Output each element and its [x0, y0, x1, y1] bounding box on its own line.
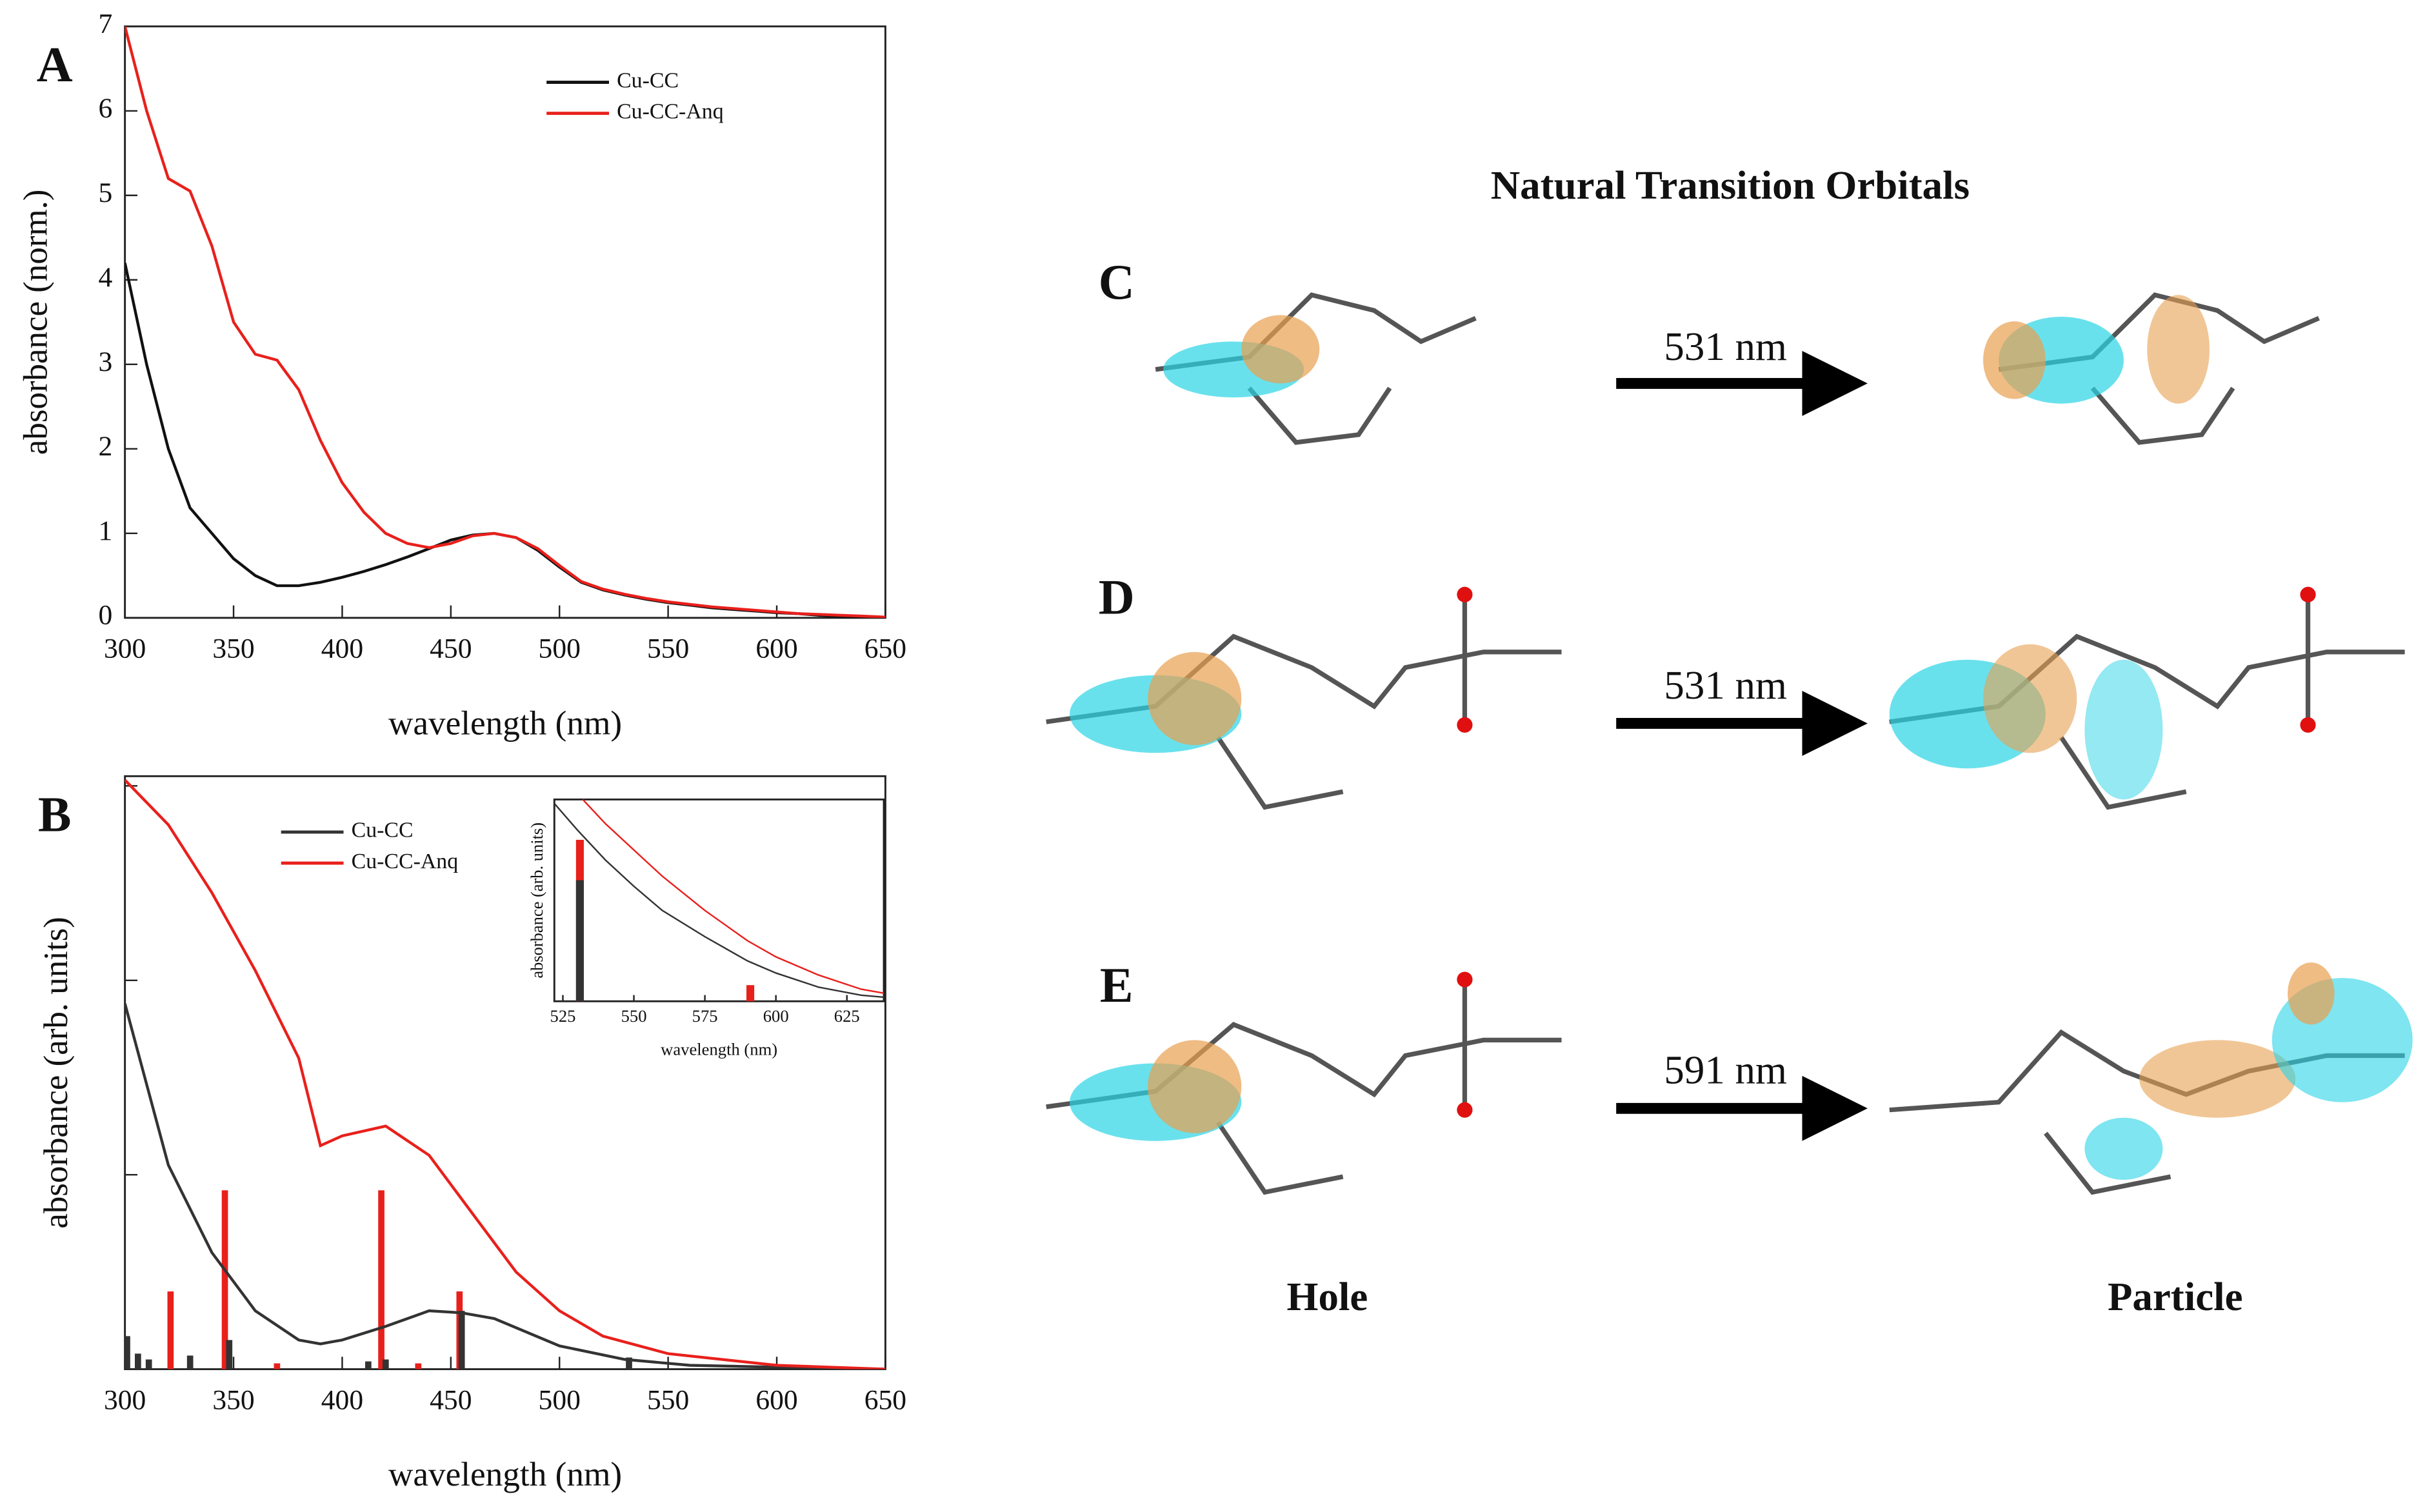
molecule: [1983, 292, 2320, 445]
stick: [145, 1359, 152, 1369]
stick: [274, 1363, 281, 1369]
x-tick-label: 650: [864, 1385, 906, 1416]
y-tick-label: 7: [98, 8, 112, 39]
series-line: [125, 779, 886, 1369]
stick: [221, 1190, 228, 1369]
panel-letter: B: [38, 787, 72, 842]
y-axis-label: absorbance (norm.): [17, 190, 55, 455]
panel-letter: D: [1099, 570, 1135, 625]
x-tick-label: 600: [755, 633, 797, 664]
x-axis-label: wavelength (nm): [388, 1456, 622, 1493]
molecule: [1046, 971, 1562, 1195]
x-tick-label: 300: [104, 633, 146, 664]
stick: [382, 1359, 389, 1369]
molecule: [1046, 586, 1562, 810]
x-tick-label: 600: [763, 1006, 789, 1026]
hole-label: Hole: [1287, 1274, 1368, 1319]
x-tick-label: 625: [834, 1006, 860, 1026]
stick: [226, 1340, 233, 1369]
series-line: [125, 263, 886, 618]
x-tick-label: 500: [539, 1385, 581, 1416]
y-axis-label: absorbance (arb. units): [527, 822, 546, 979]
stick: [135, 1353, 141, 1369]
x-tick-label: 525: [550, 1006, 576, 1026]
stick: [378, 1190, 384, 1369]
y-tick-label: 4: [98, 262, 112, 293]
orbitals-title: Natural Transition Orbitals: [1491, 163, 1970, 208]
x-tick-label: 550: [647, 633, 689, 664]
molecule: [1889, 962, 2413, 1195]
stick: [626, 1357, 632, 1369]
x-tick-label: 500: [539, 633, 581, 664]
y-tick-label: 1: [98, 515, 112, 546]
legend-label: Cu-CC: [352, 819, 414, 842]
stick: [458, 1311, 465, 1369]
plot-frame: [124, 25, 886, 619]
x-tick-label: 600: [755, 1385, 797, 1416]
transition-label: 531 nm: [1664, 662, 1787, 708]
x-tick-label: 450: [430, 633, 472, 664]
stick: [746, 985, 755, 1002]
x-axis-label: wavelength (nm): [661, 1039, 777, 1059]
y-axis-label: absorbance (arb. units): [37, 917, 75, 1228]
particle-label: Particle: [2108, 1274, 2243, 1319]
series-line: [125, 1003, 886, 1369]
series-line: [125, 26, 886, 618]
y-tick-label: 3: [98, 346, 112, 377]
legend-label: Cu-CC-Anq: [352, 850, 459, 873]
x-tick-label: 550: [647, 1385, 689, 1416]
stick: [125, 1336, 130, 1369]
series-line: [582, 799, 884, 994]
transition-label: 531 nm: [1664, 324, 1787, 369]
arrows: [1616, 350, 1868, 1141]
stick: [186, 1355, 194, 1369]
legend-label: Cu-CC-Anq: [617, 99, 724, 123]
series-line: [554, 802, 884, 999]
molecule: [1155, 292, 1477, 445]
x-tick-label: 400: [321, 1385, 363, 1416]
panel-letter: A: [37, 37, 73, 92]
plot-frame: [553, 798, 885, 1002]
stick: [575, 880, 584, 1002]
x-tick-label: 400: [321, 633, 363, 664]
y-tick-label: 0: [98, 600, 112, 631]
stick: [365, 1361, 372, 1369]
x-tick-label: 350: [212, 633, 254, 664]
panel-letter: E: [1100, 957, 1133, 1013]
x-tick-label: 450: [430, 1385, 472, 1416]
transition-label: 591 nm: [1664, 1048, 1787, 1093]
legend-label: Cu-CC: [617, 68, 679, 92]
x-tick-label: 550: [621, 1006, 647, 1026]
plot-frame: [124, 775, 886, 1371]
x-tick-label: 350: [212, 1385, 254, 1416]
molecule-images: [1046, 292, 2413, 1195]
y-tick-label: 6: [98, 93, 112, 124]
stick: [415, 1363, 422, 1369]
y-tick-label: 2: [98, 431, 112, 462]
inset-bg: [554, 799, 884, 1002]
panel-letter: C: [1099, 254, 1135, 310]
y-tick-label: 5: [98, 177, 112, 208]
stick: [167, 1291, 174, 1369]
molecule: [1889, 586, 2405, 810]
x-tick-label: 575: [692, 1006, 718, 1026]
x-tick-label: 650: [864, 633, 906, 664]
x-axis-label: wavelength (nm): [388, 705, 622, 742]
x-tick-label: 300: [104, 1385, 146, 1416]
